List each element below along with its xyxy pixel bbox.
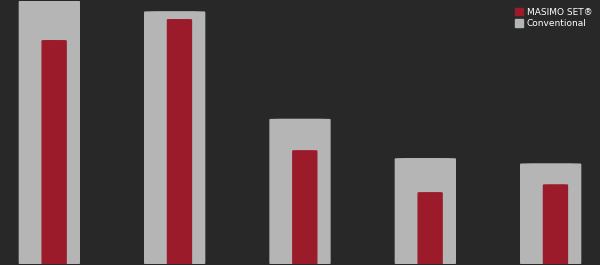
Polygon shape [145, 12, 205, 264]
Polygon shape [293, 151, 317, 264]
Legend: MASIMO SET®, Conventional: MASIMO SET®, Conventional [513, 6, 594, 30]
Polygon shape [418, 193, 442, 264]
Polygon shape [395, 159, 455, 264]
Polygon shape [544, 185, 568, 264]
Polygon shape [42, 41, 66, 264]
Polygon shape [521, 164, 581, 264]
Polygon shape [19, 1, 79, 264]
Polygon shape [270, 120, 330, 264]
Polygon shape [167, 20, 191, 264]
